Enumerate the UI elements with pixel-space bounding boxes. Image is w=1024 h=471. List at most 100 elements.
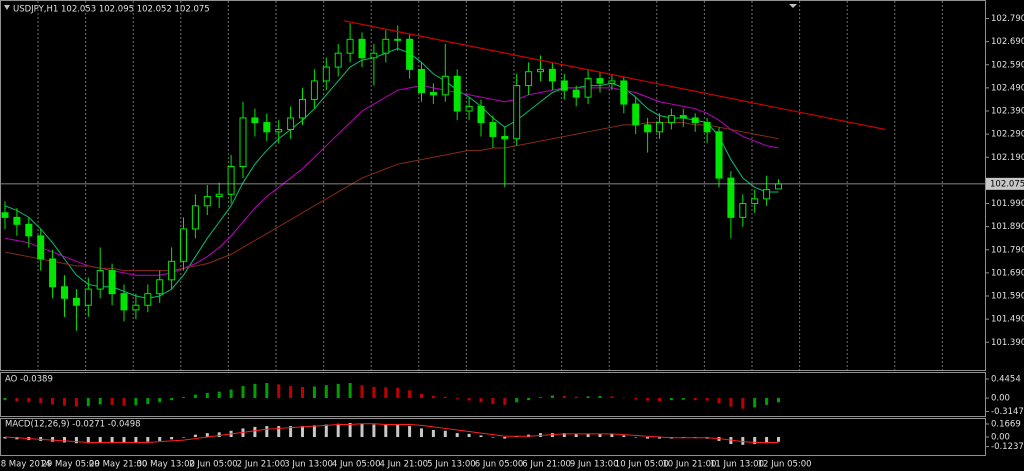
macd-bar — [217, 432, 221, 438]
candle-body — [287, 117, 295, 130]
ao-bar — [562, 395, 566, 399]
candle-body — [275, 129, 283, 133]
candle-body — [334, 52, 342, 68]
ao-bar — [753, 398, 757, 408]
candle-body — [727, 177, 735, 218]
candle-body — [168, 260, 176, 281]
ao-bar — [158, 398, 162, 403]
y-tick-label: 101.890 — [991, 222, 1024, 232]
ao-bar — [622, 397, 626, 399]
y-tick-label: 101.790 — [991, 245, 1024, 255]
candle-body — [667, 115, 675, 124]
ao-bar — [384, 387, 388, 399]
symbol-icon — [4, 5, 10, 10]
current-price-box — [986, 177, 1024, 190]
macd-bar — [277, 426, 281, 438]
macd-bar — [574, 433, 578, 438]
macd-bar — [765, 437, 769, 444]
ao-bar — [574, 396, 578, 399]
x-tick-label: 10 Jun 05:00 — [615, 460, 669, 470]
ao-bar — [3, 398, 7, 401]
macd-bar — [205, 433, 209, 438]
macd-bar — [74, 437, 78, 444]
ao-bar — [515, 398, 519, 403]
candle-body — [537, 68, 544, 73]
ao-bar — [336, 383, 340, 399]
ao-bar — [777, 398, 780, 403]
macd-bar — [777, 437, 780, 442]
macd-bar — [467, 433, 471, 438]
candle-body — [72, 297, 80, 306]
macd-bar — [312, 425, 316, 438]
macd-bar — [646, 437, 650, 439]
y-tick-label: -0.3147 — [991, 407, 1024, 417]
ao-bar — [634, 398, 638, 400]
macd-bar — [443, 430, 447, 438]
candle-body — [382, 38, 390, 54]
macd-bar — [503, 437, 507, 439]
candle-body — [501, 135, 509, 140]
ao-bar — [241, 386, 245, 399]
macd-bar — [634, 437, 638, 438]
candle-body — [572, 89, 580, 98]
macd-bar — [122, 437, 126, 443]
ao-bar — [479, 398, 483, 403]
x-tick-label: 9 Jun 13:00 — [570, 460, 619, 470]
candle-body — [596, 78, 604, 84]
macd-bar — [348, 422, 352, 438]
candle-body — [144, 293, 152, 306]
ao-bar — [372, 386, 376, 399]
moving-average — [4, 48, 779, 299]
candle-body — [429, 92, 437, 96]
ao-bar — [550, 395, 554, 399]
ao-bar — [27, 398, 31, 403]
ao-bar — [693, 398, 697, 401]
ao-bar — [170, 398, 174, 401]
macd-bar — [253, 426, 257, 438]
indicator-title: AO -0.0389 — [5, 375, 53, 385]
y-tick-label: 0.4454 — [991, 374, 1021, 384]
candle-body — [120, 293, 128, 311]
candle-body — [763, 189, 771, 200]
candle-body — [346, 38, 354, 54]
ao-bar — [265, 383, 269, 399]
candle-body — [310, 80, 318, 100]
x-tick-label: 4 Jun 05:00 — [332, 460, 381, 470]
ao-bar — [51, 398, 55, 405]
x-tick-label: 3 Jun 13:00 — [284, 460, 333, 470]
candle-body — [644, 124, 652, 133]
candle-body — [406, 38, 414, 70]
candle-body — [263, 122, 271, 133]
macd-bar — [408, 426, 412, 438]
ao-bar — [539, 397, 542, 399]
macd-bar — [63, 437, 66, 443]
candle-body — [84, 288, 92, 306]
candle-body — [61, 286, 68, 299]
y-tick-label: 0.1669 — [991, 420, 1021, 430]
x-tick-label: 2 Jun 05:00 — [189, 460, 238, 470]
candle-body — [691, 117, 699, 124]
candle-body — [227, 166, 235, 195]
ao-bar — [420, 393, 423, 399]
candle-body — [25, 223, 33, 237]
current-price-label: 102.075 — [990, 179, 1024, 189]
ao-bar — [658, 398, 661, 402]
candle-body — [418, 68, 425, 93]
ao-bar — [289, 386, 293, 399]
candle-body — [656, 122, 663, 133]
candle-body — [465, 105, 473, 112]
candle-body — [13, 216, 21, 225]
candle-body — [751, 198, 759, 204]
ao-panel-border — [0, 372, 986, 417]
ao-bar — [360, 385, 364, 399]
macd-bar — [741, 437, 745, 445]
y-tick-label: 102.690 — [991, 37, 1024, 47]
ao-bar — [74, 398, 78, 407]
ao-bar — [15, 398, 19, 402]
macd-bar — [86, 437, 90, 444]
candle-body — [715, 131, 723, 179]
candle-body — [441, 75, 449, 96]
